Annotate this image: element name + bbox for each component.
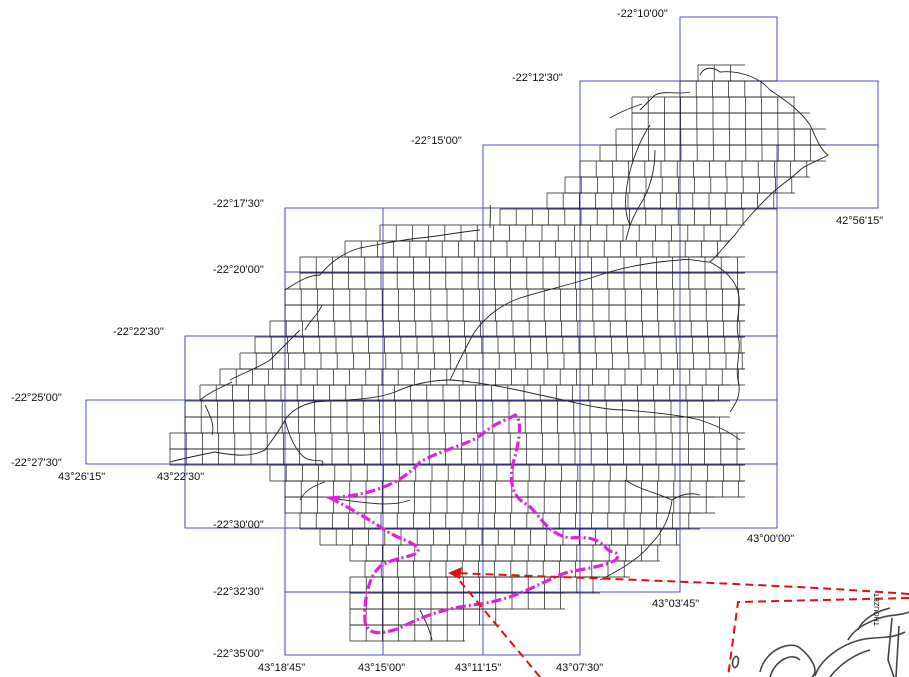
inset-streets bbox=[731, 607, 909, 677]
longitude-label: 42°56'15" bbox=[836, 215, 884, 227]
river-line bbox=[319, 229, 481, 276]
river-line bbox=[609, 103, 643, 119]
map-sheet-frame bbox=[284, 591, 581, 656]
inset-street-label: THOUZET bbox=[874, 592, 881, 626]
longitude-label: 43°00'00" bbox=[747, 533, 795, 545]
latitude-label: -22°27'30" bbox=[11, 457, 62, 469]
river-line bbox=[449, 379, 741, 441]
inset-detail-map bbox=[727, 597, 909, 677]
latitude-label: -22°10'00" bbox=[617, 8, 668, 20]
latitude-label: -22°25'00" bbox=[11, 392, 62, 404]
map-sheet-frame bbox=[184, 463, 778, 529]
river-line bbox=[639, 91, 691, 111]
river-line bbox=[624, 479, 673, 501]
map-sheet-grid bbox=[85, 16, 879, 656]
latitude-label: -22°17'30" bbox=[213, 198, 264, 210]
river-line bbox=[204, 404, 214, 436]
latitude-label: -22°35'00" bbox=[213, 648, 264, 660]
river-line bbox=[284, 419, 324, 467]
highlight-boundary bbox=[324, 413, 620, 635]
river-line bbox=[419, 609, 433, 641]
longitude-label: 43°15'00" bbox=[358, 662, 406, 674]
latitude-label: -22°32'30" bbox=[213, 586, 264, 598]
longitude-label: 43°22'30" bbox=[157, 471, 205, 483]
map-sheet-frame bbox=[85, 399, 778, 465]
arrowhead bbox=[448, 567, 462, 579]
inset-frame bbox=[727, 597, 909, 677]
river-line bbox=[449, 67, 829, 381]
river-line bbox=[304, 304, 323, 331]
map-sheet-frame bbox=[284, 527, 681, 593]
map-sheet-frame bbox=[184, 335, 778, 401]
longitude-label: 43°18'45" bbox=[258, 662, 306, 674]
river-line bbox=[709, 261, 740, 413]
map-sheet-frame bbox=[482, 144, 778, 209]
river-line bbox=[599, 493, 701, 581]
river-line bbox=[625, 149, 656, 241]
pointer-arrow-diagonal bbox=[453, 573, 541, 677]
pointer-arrow-horizontal bbox=[453, 572, 909, 595]
longitude-label: 43°07'30" bbox=[556, 662, 604, 674]
latitude-label: -22°20'00" bbox=[213, 264, 264, 276]
latitude-label: -22°12'30" bbox=[512, 72, 563, 84]
map-sheet-frame bbox=[284, 271, 778, 337]
longitude-label: 43°11'15" bbox=[455, 662, 502, 674]
river-line bbox=[329, 497, 411, 505]
latitude-label: -22°15'00" bbox=[411, 135, 462, 147]
river-line bbox=[229, 359, 271, 381]
latitude-label: -22°22'30" bbox=[113, 326, 164, 338]
river-network bbox=[169, 67, 829, 641]
watershed-cell-grid bbox=[169, 64, 826, 642]
river-line bbox=[299, 481, 326, 501]
map-sheet-frame bbox=[284, 207, 778, 273]
longitude-label: 43°03'45" bbox=[652, 598, 700, 610]
river-line bbox=[269, 329, 301, 361]
river-line bbox=[169, 379, 451, 463]
pointer-arrows bbox=[448, 567, 909, 677]
river-line bbox=[284, 274, 321, 291]
longitude-label: 43°26'15" bbox=[58, 471, 106, 483]
river-line bbox=[199, 381, 233, 401]
river-line bbox=[625, 124, 651, 226]
latitude-label: -22°30'00" bbox=[213, 519, 264, 531]
